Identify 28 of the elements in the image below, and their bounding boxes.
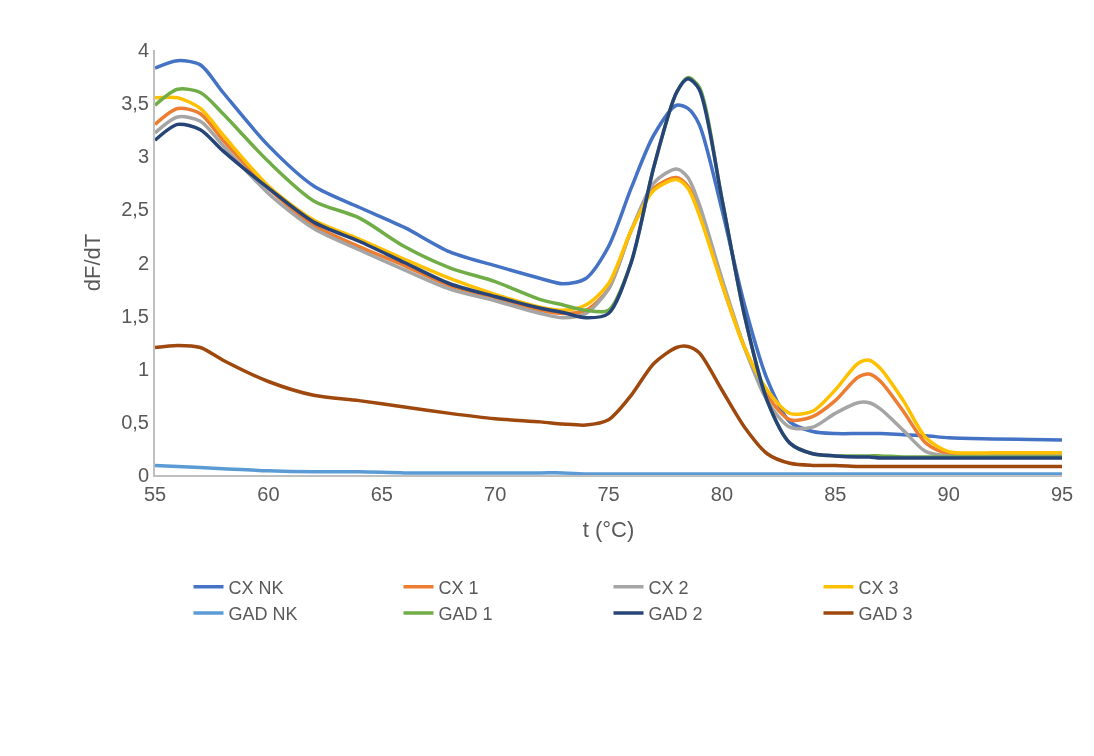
legend-label: GAD 2 bbox=[648, 604, 703, 625]
x-tick-label: 65 bbox=[370, 483, 393, 505]
x-tick-label: 80 bbox=[710, 483, 734, 505]
x-tick-label: 85 bbox=[824, 483, 847, 505]
y-tick-label: 0 bbox=[137, 464, 149, 486]
y-tick-label: 1,5 bbox=[121, 304, 149, 327]
x-tick-label: 90 bbox=[937, 483, 960, 505]
legend-label: GAD NK bbox=[228, 604, 298, 625]
y-tick-label: 3,5 bbox=[121, 92, 149, 115]
legend-label: CX 1 bbox=[438, 577, 479, 598]
legend-label: GAD 3 bbox=[858, 604, 913, 625]
legend-label: GAD 1 bbox=[438, 604, 493, 625]
x-axis-title: t (°C) bbox=[582, 517, 635, 543]
x-tick-label: 60 bbox=[257, 483, 280, 505]
y-tick-label: 4 bbox=[137, 39, 149, 61]
y-tick-label: 1 bbox=[137, 357, 149, 380]
y-axis-title: dF/dT bbox=[80, 233, 106, 292]
legend-label: CX 2 bbox=[648, 577, 689, 598]
x-tick-label: 70 bbox=[484, 483, 507, 505]
legend-label: CX NK bbox=[228, 577, 284, 598]
x-tick-label: 55 bbox=[143, 483, 167, 505]
x-tick-label: 75 bbox=[597, 483, 620, 505]
x-tick-label: 95 bbox=[1050, 483, 1074, 505]
y-tick-label: 2 bbox=[137, 251, 149, 274]
y-tick-label: 3 bbox=[137, 145, 149, 168]
legend-label: CX 3 bbox=[858, 577, 899, 598]
y-tick-label: 0,5 bbox=[121, 410, 149, 433]
y-tick-label: 2,5 bbox=[121, 198, 149, 221]
